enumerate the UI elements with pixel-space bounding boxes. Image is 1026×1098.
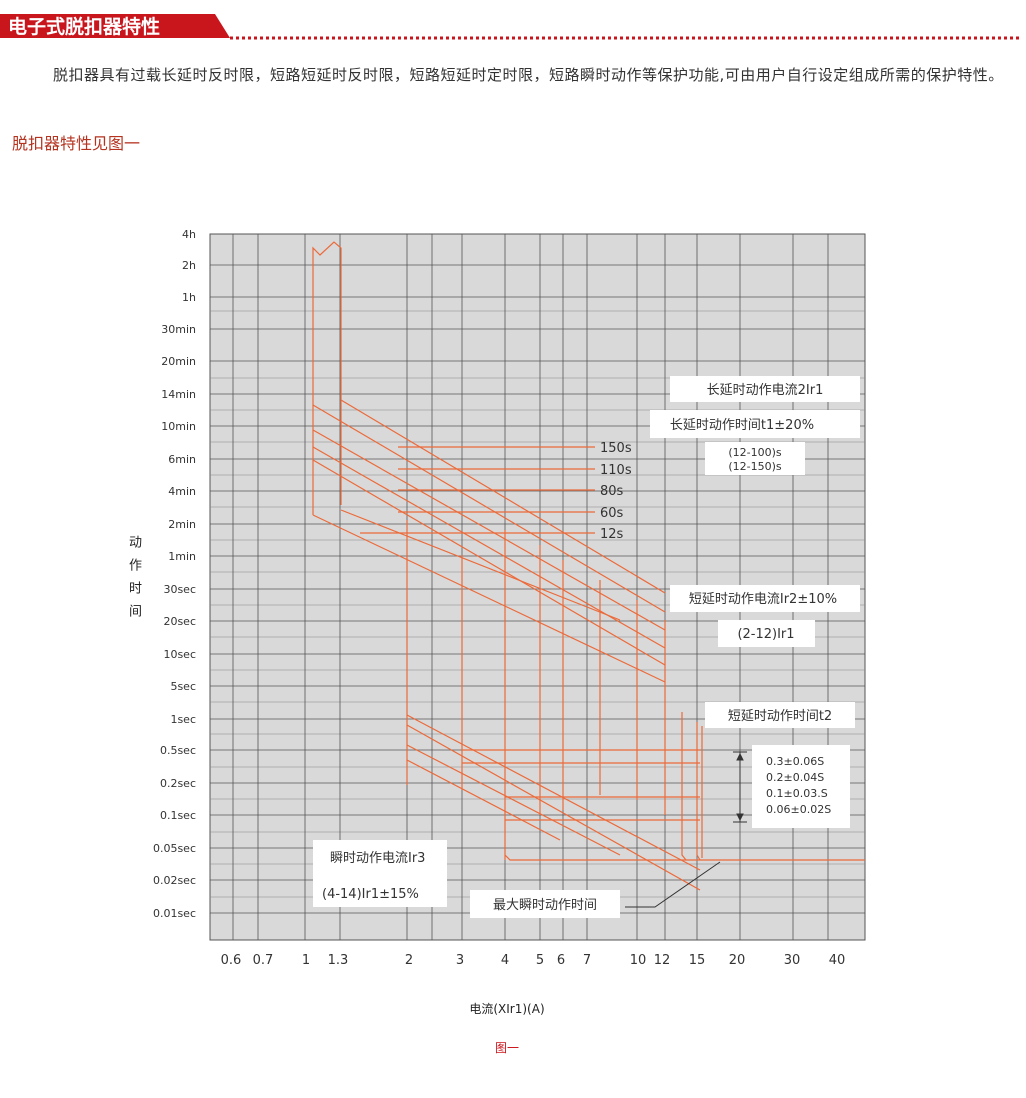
y-axis-title: 动作时间 [126,535,141,627]
annotation-boxes [313,376,860,918]
time-setting: 110s [600,463,632,478]
time-setting: 60s [600,506,624,521]
y-tick-label: 0.1sec [160,809,196,822]
y-tick-label: 1sec [170,713,196,726]
x-tick-label: 2 [405,953,413,968]
x-tick-label: 6 [557,953,565,968]
annotation: (4-14)Ir1±15% [322,887,419,902]
y-tick-label: 30min [161,323,196,336]
y-tick-label: 20sec [163,615,196,628]
x-tick-label: 30 [784,953,801,968]
y-tick-label: 14min [161,388,196,401]
x-tick-label: 40 [829,953,846,968]
y-tick-label: 2h [182,259,196,272]
annotation: 短延时动作电流Ir2±10% [689,592,837,607]
x-tick-label: 1.3 [328,953,349,968]
y-tick-label: 30sec [163,583,196,596]
intro-paragraph: 脱扣器具有过载长延时反时限，短路短延时反时限，短路短延时定时限，短路瞬时动作等保… [53,66,1004,84]
y-tick-label: 10min [161,420,196,433]
x-tick-label: 20 [729,953,746,968]
x-tick-label: 3 [456,953,464,968]
x-tick-label: 15 [689,953,706,968]
x-axis-title: 电流(XIr1)(A) [469,1002,544,1016]
annotation: 短延时动作时间t2 [728,709,832,724]
time-setting: 12s [600,527,624,542]
y-tick-label: 5sec [170,680,196,693]
annotation: 0.2±0.04S [766,771,824,784]
y-tick-label: 0.01sec [153,907,196,920]
annotation: 0.06±0.02S [766,803,831,816]
x-tick-label: 5 [536,953,544,968]
time-setting: 80s [600,484,624,499]
x-tick-label: 0.7 [253,953,274,968]
x-tick-label: 12 [654,953,671,968]
x-tick-label: 1 [302,953,310,968]
y-tick-label: 20min [161,355,196,368]
title-tab [0,14,230,38]
figure-reference: 脱扣器特性见图一 [12,134,141,153]
x-tick-label: 10 [630,953,647,968]
y-tick-label: 4min [168,485,196,498]
section-title: 电子式脱扣器特性 [8,15,160,38]
annotation: (12-100)s [728,446,782,459]
annotation: 长延时动作电流2Ir1 [707,383,824,398]
x-tick-label: 7 [583,953,591,968]
y-tick-label: 1h [182,291,196,304]
y-tick-label: 0.5sec [160,744,196,757]
y-tick-label: 0.2sec [160,777,196,790]
annotation: 0.1±0.03.S [766,787,828,800]
y-tick-label: 6min [168,453,196,466]
time-setting: 150s [600,441,632,456]
annotation: 长延时动作时间t1±20% [670,418,814,433]
annotation: 最大瞬时动作时间 [493,898,597,913]
time-setting-labels: 150s 110s 80s 60s 12s [600,441,632,542]
x-tick-label: 0.6 [221,953,242,968]
y-tick-label: 1min [168,550,196,563]
annotation: 0.3±0.06S [766,755,824,768]
annotation: (2-12)Ir1 [737,627,794,642]
y-tick-label: 0.02sec [153,874,196,887]
y-tick-label: 2min [168,518,196,531]
y-tick-label: 0.05sec [153,842,196,855]
trip-curves [312,241,865,891]
annotation: 瞬时动作电流Ir3 [330,851,425,866]
annotation: (12-150)s [728,460,782,473]
figure-caption: 图一 [495,1041,519,1055]
y-tick-label: 10sec [163,648,196,661]
y-tick-label: 4h [182,228,196,241]
x-tick-label: 4 [501,953,509,968]
leaders [625,751,747,908]
